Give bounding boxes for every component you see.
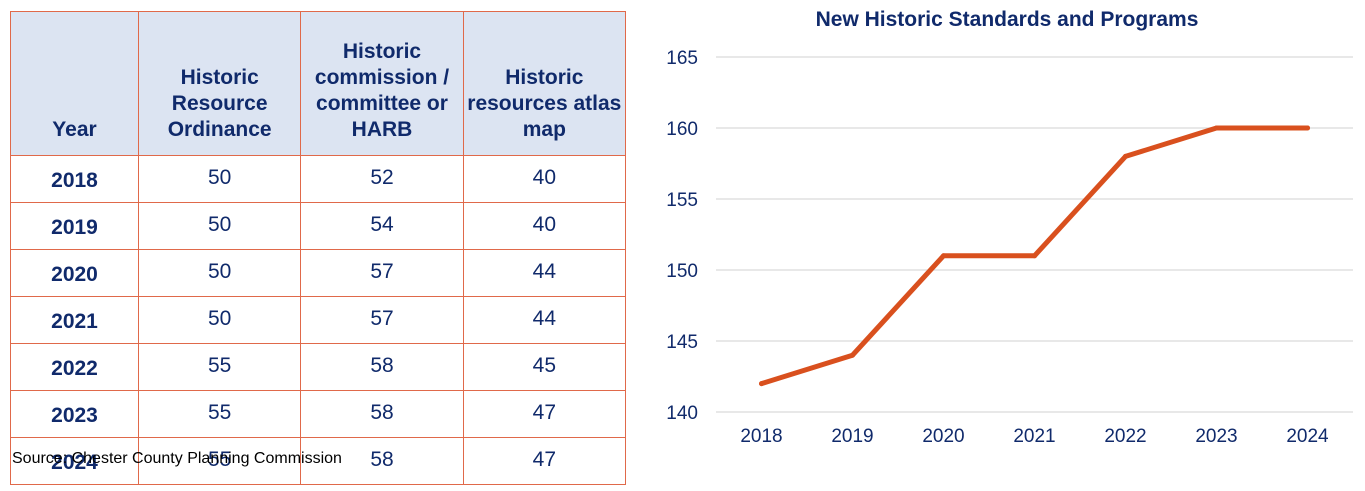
source-note: Source: Chester County Planning Commissi… <box>12 450 342 467</box>
x-tick-label: 2022 <box>1104 426 1146 447</box>
year-cell: 2022 <box>10 343 139 391</box>
atlas-cell: 44 <box>462 249 627 297</box>
table-row: 2019 50 54 40 <box>10 202 627 250</box>
column-header-commission: Historic commission / committee or HARB <box>300 11 464 156</box>
commission-cell: 57 <box>300 296 464 344</box>
commission-cell: 58 <box>300 343 464 391</box>
table-header-row: Year Historic Resource Ordinance Histori… <box>10 11 627 156</box>
series-line-group <box>759 125 1310 387</box>
year-cell: 2018 <box>10 155 139 203</box>
y-tick-label: 145 <box>666 332 698 353</box>
x-tick-label: 2023 <box>1195 426 1237 447</box>
atlas-cell: 47 <box>462 437 627 485</box>
line-chart: New Historic Standards and Programs 1401… <box>666 8 1353 447</box>
ordinance-cell: 50 <box>137 155 302 203</box>
year-cell: 2023 <box>10 390 139 438</box>
atlas-cell: 44 <box>462 296 627 344</box>
data-point <box>1214 125 1219 131</box>
data-point <box>1305 125 1310 131</box>
data-point <box>759 381 764 387</box>
y-axis-ticks: 140 145 150 155 160 165 <box>666 48 698 424</box>
y-tick-label: 160 <box>666 119 698 140</box>
year-cell: 2021 <box>10 296 139 344</box>
table-row: 2022 55 58 45 <box>10 343 627 391</box>
gridlines <box>716 56 1353 413</box>
x-axis-ticks: 2018 2019 2020 2021 2022 2023 2024 <box>740 426 1329 447</box>
y-tick-label: 165 <box>666 48 698 69</box>
ordinance-cell: 55 <box>137 437 302 485</box>
x-tick-label: 2019 <box>831 426 873 447</box>
column-header-ordinance: Historic Resource Ordinance <box>137 11 302 156</box>
y-tick-label: 155 <box>666 190 698 211</box>
y-tick-label: 150 <box>666 261 698 282</box>
commission-cell: 52 <box>300 155 464 203</box>
x-tick-label: 2020 <box>922 426 964 447</box>
atlas-cell: 45 <box>462 343 627 391</box>
x-tick-label: 2018 <box>740 426 782 447</box>
year-cell: 2019 <box>10 202 139 250</box>
ordinance-cell: 50 <box>137 249 302 297</box>
year-cell: 2020 <box>10 249 139 297</box>
data-point <box>850 352 855 358</box>
commission-cell: 57 <box>300 249 464 297</box>
column-header-atlas: Historic resources atlas map <box>462 11 627 156</box>
atlas-cell: 40 <box>462 202 627 250</box>
data-point <box>1032 253 1037 259</box>
chart-title: New Historic Standards and Programs <box>816 8 1199 31</box>
table-row: 2021 50 57 44 <box>10 296 627 344</box>
year-cell: 2024 <box>10 437 139 485</box>
table-row: 2023 55 58 47 <box>10 390 627 438</box>
data-point <box>1123 153 1128 159</box>
data-point <box>941 253 946 259</box>
table-row: 2018 50 52 40 <box>10 155 627 203</box>
table-row: 2024 55 58 47 <box>10 437 627 485</box>
commission-cell: 58 <box>300 390 464 438</box>
ordinance-cell: 55 <box>137 343 302 391</box>
ordinance-cell: 55 <box>137 390 302 438</box>
ordinance-cell: 50 <box>137 296 302 344</box>
x-tick-label: 2024 <box>1286 426 1329 447</box>
y-tick-label: 140 <box>666 403 698 424</box>
data-table: Year Historic Resource Ordinance Histori… <box>10 11 627 485</box>
atlas-cell: 40 <box>462 155 627 203</box>
atlas-cell: 47 <box>462 390 627 438</box>
table-row: 2020 50 57 44 <box>10 249 627 297</box>
x-tick-label: 2021 <box>1013 426 1055 447</box>
column-header-year: Year <box>10 11 139 156</box>
commission-cell: 54 <box>300 202 464 250</box>
ordinance-cell: 50 <box>137 202 302 250</box>
